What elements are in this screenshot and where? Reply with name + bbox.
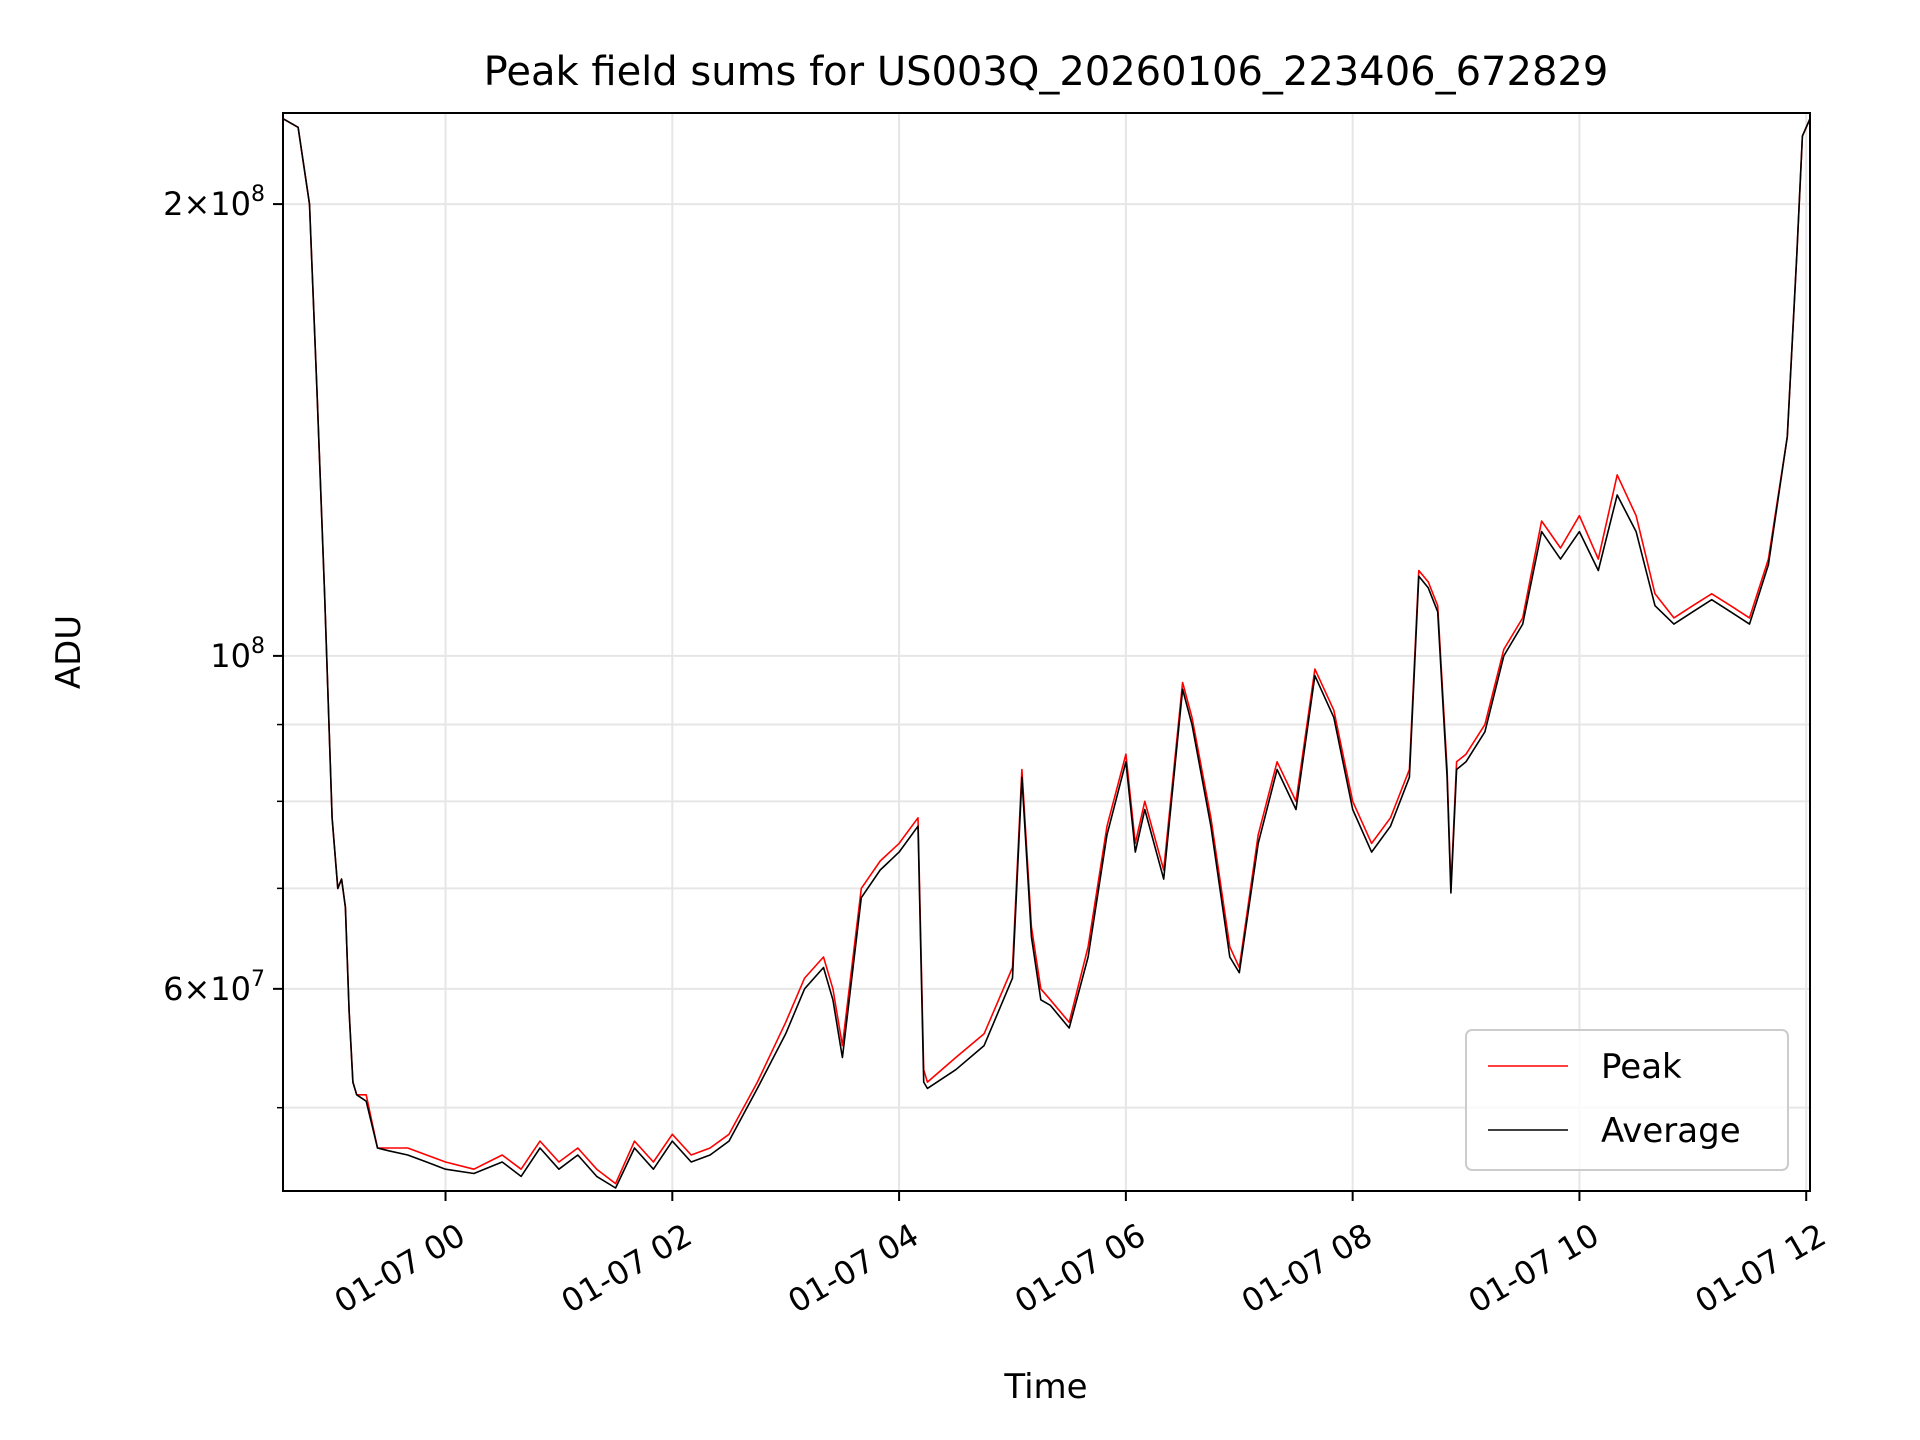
series-line-average [282, 118, 1811, 1189]
legend: Peak Average [1465, 1029, 1789, 1171]
y-tick-label: 2×108 [163, 182, 265, 223]
chart-title: Peak field sums for US003Q_20260106_2234… [484, 49, 1609, 95]
y-tick-label: 108 [210, 634, 265, 675]
y-tick-label: 6×107 [163, 967, 265, 1008]
y-axis-ticks: 6×107 108 2×108 [163, 182, 283, 1109]
legend-label-peak: Peak [1601, 1047, 1682, 1087]
series-layer [282, 118, 1811, 1189]
legend-box [1465, 1029, 1789, 1171]
x-axis-label: Time [1003, 1367, 1087, 1407]
series-line-peak [282, 118, 1811, 1185]
grid-lines [283, 113, 1810, 1191]
plot-frame [282, 112, 1811, 1192]
y-axis-label: ADU [49, 615, 89, 689]
legend-label-average: Average [1601, 1111, 1741, 1151]
